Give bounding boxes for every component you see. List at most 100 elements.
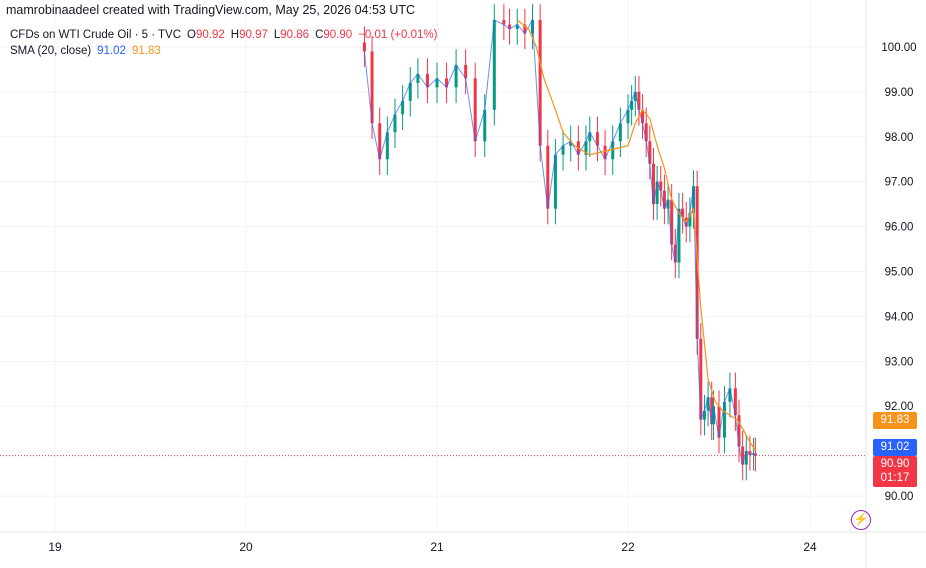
y-tick-label: 93.00 <box>885 356 914 368</box>
open-value: 90.92 <box>196 29 225 41</box>
candle-body <box>425 73 429 88</box>
candle-body <box>710 397 714 425</box>
symbol-title[interactable]: CFDs on WTI Crude Oil · 5 · TVC <box>10 29 182 41</box>
candle-body <box>702 410 706 420</box>
candle-body <box>561 145 565 155</box>
sma-line <box>516 19 756 451</box>
sma-orange-price-tag: 91.83 <box>873 412 917 429</box>
candle-body <box>641 109 645 124</box>
candle-body <box>744 451 748 465</box>
candle-body <box>753 453 757 456</box>
candle-body <box>435 78 439 88</box>
candle-body <box>728 388 732 402</box>
open-value-group: O90.92 <box>187 27 225 43</box>
tradingview-logo-icon[interactable]: ⚡ <box>851 510 871 530</box>
low-label: L <box>273 29 281 41</box>
candle-body <box>626 109 630 124</box>
candle-body <box>712 406 716 425</box>
y-tick-label: 90.00 <box>885 491 914 503</box>
candle-body <box>408 82 412 101</box>
sma-blue-price-tag: 91.02 <box>873 439 917 456</box>
candle-body <box>473 78 477 142</box>
candle-body <box>733 388 737 416</box>
candle-body <box>677 208 681 263</box>
candle-body <box>681 208 685 218</box>
x-tick-label: 24 <box>803 540 817 554</box>
bar-countdown: 01:17 <box>880 472 910 484</box>
candle-body <box>515 24 519 29</box>
x-tick-label: 20 <box>239 540 253 554</box>
candle-body <box>595 132 599 146</box>
candle-body <box>659 181 663 191</box>
candle-body <box>569 141 573 146</box>
chart-marks <box>0 4 866 481</box>
y-tick-label: 96.00 <box>885 222 914 234</box>
candle-body <box>741 446 745 465</box>
candle-body <box>393 114 397 133</box>
candle-body <box>688 213 692 227</box>
attribution-text: mamrobinaadeel created with TradingView.… <box>6 3 416 17</box>
last-price-tag: 90.90 01:17 <box>873 456 917 487</box>
candle-body <box>706 397 710 411</box>
high-label: H <box>230 29 240 41</box>
candle-body <box>662 190 666 209</box>
candle-body <box>618 123 622 142</box>
candle-body <box>401 100 405 115</box>
last-price-value: 90.90 <box>880 458 910 470</box>
candle-body <box>584 141 588 155</box>
x-tick-label: 19 <box>48 540 62 554</box>
candle-body <box>553 154 557 209</box>
y-tick-label: 98.00 <box>885 132 914 144</box>
candle-body <box>651 163 655 205</box>
x-tick-label: 22 <box>621 540 635 554</box>
price-axis: 90.0091.0092.0093.0094.0095.0096.0097.00… <box>881 42 916 503</box>
candle-body <box>454 64 458 88</box>
y-tick-label: 94.00 <box>885 311 914 323</box>
candle-body <box>385 132 389 160</box>
candle-body <box>737 415 741 447</box>
candle-body <box>483 109 487 142</box>
y-tick-label: 100.00 <box>881 42 916 54</box>
candle-body <box>699 338 703 420</box>
chart-legend: CFDs on WTI Crude Oil · 5 · TVC O90.92 H… <box>10 27 437 59</box>
candle-body <box>370 51 374 124</box>
x-tick-label: 21 <box>430 540 444 554</box>
open-label: O <box>187 29 196 41</box>
candle-body <box>630 100 634 110</box>
candle-body <box>603 145 607 160</box>
close-label: C <box>315 29 324 41</box>
high-value-group: H90.97 <box>231 27 268 43</box>
change-value: −0.01 (+0.01%) <box>358 29 438 41</box>
close-value-group: C90.90 <box>315 27 352 43</box>
fast-sma-line <box>363 18 756 465</box>
legend-ohlc-row: CFDs on WTI Crude Oil · 5 · TVC O90.92 H… <box>10 27 437 43</box>
high-value: 90.97 <box>239 29 268 41</box>
candle-body <box>588 132 592 142</box>
sma-value-orange: 91.83 <box>131 45 161 57</box>
candle-body <box>445 78 449 88</box>
candle-body <box>611 141 615 160</box>
candle-body <box>508 24 512 29</box>
candle-body <box>722 401 726 438</box>
legend-sma-row: SMA (20, close) 91.02 91.83 <box>10 43 437 59</box>
candle-body <box>546 145 550 209</box>
sma-value-blue: 91.02 <box>97 45 126 57</box>
candle-body <box>673 244 677 263</box>
candle-body <box>362 42 366 52</box>
candle-body <box>502 20 506 25</box>
candle-body <box>523 24 527 34</box>
candle-body <box>717 406 721 438</box>
candle-body <box>655 181 659 205</box>
y-tick-label: 92.00 <box>885 401 914 413</box>
candle-body <box>748 451 752 455</box>
close-value: 90.90 <box>323 29 353 41</box>
low-value: 90.86 <box>280 29 310 41</box>
y-tick-label: 95.00 <box>885 267 914 279</box>
candle-body <box>633 91 637 101</box>
candle-body <box>464 64 468 79</box>
sma-label[interactable]: SMA (20, close) <box>10 45 92 57</box>
candle-body <box>416 73 420 83</box>
candle-body <box>538 20 542 146</box>
